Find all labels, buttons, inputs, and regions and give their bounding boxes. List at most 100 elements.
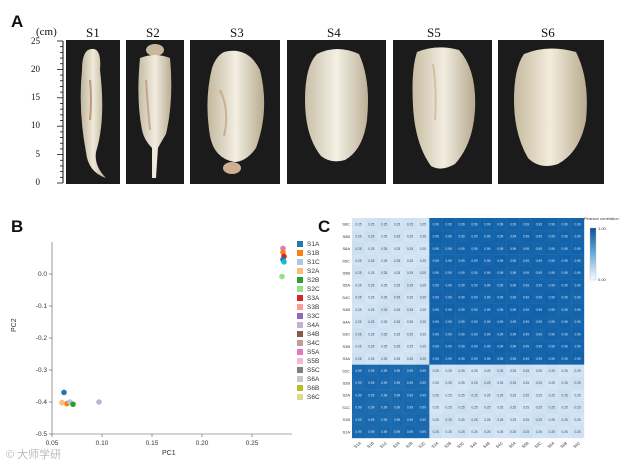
legend-label: S5B: [307, 358, 320, 365]
heatmap-cell-value: 0.25: [394, 332, 400, 336]
heatmap-cell: [352, 218, 366, 231]
heatmap-cell: [364, 352, 378, 365]
heatmap-cell-value: 0.25: [381, 332, 387, 336]
heatmap-cell: [468, 401, 482, 414]
heatmap-cell-value: 0.99: [562, 259, 568, 263]
heatmap-cell-value: 0.99: [394, 393, 400, 397]
heatmap-cell: [532, 291, 546, 304]
heatmap-cell: [429, 291, 443, 304]
heatmap-cell-value: 0.25: [407, 357, 413, 361]
heatmap-cell-value: 0.25: [458, 406, 464, 410]
heatmap-cell-value: 0.99: [536, 308, 542, 312]
heatmap-cell-value: 0.25: [510, 418, 516, 422]
heatmap-cell-value: 0.25: [433, 393, 439, 397]
heatmap-cell-value: 0.99: [458, 308, 464, 312]
heatmap-cell-value: 0.99: [433, 235, 439, 239]
heatmap-cell-value: 0.99: [510, 271, 516, 275]
heatmap-cell-value: 0.99: [549, 259, 555, 263]
heatmap-cell: [364, 230, 378, 243]
heatmap-cell-value: 0.25: [549, 430, 555, 434]
heatmap-cell-value: 0.99: [574, 320, 580, 324]
heatmap-cell-value: 0.25: [433, 369, 439, 373]
heatmap-cell: [519, 218, 533, 231]
legend-label: S4C: [307, 340, 320, 347]
heatmap-cell: [506, 315, 520, 329]
heatmap-cell: [429, 328, 443, 341]
heatmap-row-label: S6A: [342, 246, 350, 251]
heatmap-cell: [571, 279, 585, 292]
heatmap-col-label: S1C: [379, 440, 388, 449]
ruler-label-15: 15: [31, 92, 40, 102]
heatmap-cell-value: 0.99: [562, 222, 568, 226]
heatmap-cell-value: 0.99: [433, 283, 439, 287]
heatmap-cell-value: 0.25: [368, 235, 374, 239]
heatmap-cell-value: 0.25: [368, 345, 374, 349]
heatmap-cell: [429, 352, 443, 365]
heatmap-row-label: S1A: [342, 429, 350, 434]
heatmap-cell-value: 0.99: [562, 247, 568, 251]
pca-y-tick-label: -0.5: [36, 431, 48, 438]
heatmap-cell: [532, 279, 546, 292]
heatmap-cell: [429, 218, 443, 231]
heatmap-cell-value: 0.99: [446, 222, 452, 226]
heatmap-cell-value: 0.99: [471, 247, 477, 251]
heatmap-cell: [364, 376, 378, 390]
heatmap-cell: [558, 242, 572, 255]
heatmap-cell: [506, 364, 520, 378]
heatmap-cell-value: 0.25: [536, 369, 542, 373]
heatmap-cell: [506, 266, 520, 280]
heatmap-cell-value: 0.25: [407, 259, 413, 263]
legend-label: S3B: [307, 304, 320, 311]
heatmap-cell: [416, 315, 430, 329]
lotus-photo-s1: [66, 40, 120, 184]
heatmap-cell-value: 0.99: [471, 259, 477, 263]
heatmap-col-label: S2C: [417, 440, 426, 449]
heatmap-cell: [545, 315, 559, 329]
heatmap-cell: [416, 425, 430, 439]
heatmap-cell: [416, 376, 430, 390]
heatmap-cell: [390, 303, 404, 316]
heatmap-cell: [416, 413, 430, 426]
heatmap-cell: [403, 218, 417, 231]
heatmap-cell-value: 0.99: [510, 235, 516, 239]
heatmap-cell-value: 0.25: [368, 332, 374, 336]
heatmap-cell-value: 0.99: [471, 332, 477, 336]
heatmap-cell-value: 0.99: [433, 247, 439, 251]
heatmap-cell-value: 0.25: [420, 320, 426, 324]
heatmap-cell-value: 0.99: [523, 235, 529, 239]
heatmap-cell-value: 0.25: [523, 369, 529, 373]
heatmap-cell: [352, 364, 366, 378]
heatmap-cell: [519, 364, 533, 378]
heatmap-cell: [364, 315, 378, 329]
heatmap-cell-value: 0.25: [574, 418, 580, 422]
heatmap-cell-value: 0.99: [536, 345, 542, 349]
heatmap-cell-value: 0.99: [433, 357, 439, 361]
heatmap-cell: [455, 254, 469, 268]
heatmap-cell: [364, 364, 378, 378]
stage-label-s4: S4: [327, 25, 341, 40]
heatmap-cell: [519, 352, 533, 365]
heatmap-cell-value: 0.25: [381, 222, 387, 226]
legend-swatch: [297, 304, 303, 311]
heatmap-cell: [403, 328, 417, 341]
heatmap-cell: [403, 266, 417, 280]
heatmap-cell-value: 0.99: [562, 271, 568, 275]
heatmap-cell-value: 0.25: [420, 259, 426, 263]
heatmap-cell-value: 0.25: [407, 247, 413, 251]
ruler-label-20: 20: [31, 64, 40, 74]
heatmap-cell: [532, 413, 546, 426]
heatmap-cell: [545, 328, 559, 341]
heatmap-cell-value: 0.25: [510, 381, 516, 385]
heatmap-cell: [377, 266, 391, 280]
heatmap-cell: [455, 279, 469, 292]
heatmap-cell-value: 0.99: [510, 283, 516, 287]
heatmap-cell: [403, 425, 417, 439]
pca-y-tick-label: -0.1: [36, 303, 48, 310]
heatmap-cell-value: 0.99: [407, 418, 413, 422]
heatmap-cell: [468, 254, 482, 268]
heatmap-cell: [455, 376, 469, 390]
colorbar-tick-high: 1.00: [598, 226, 606, 231]
heatmap-cell-value: 0.25: [433, 381, 439, 385]
heatmap-cell-value: 0.99: [446, 332, 452, 336]
lotus-rhizome-s1-image: [80, 48, 106, 178]
